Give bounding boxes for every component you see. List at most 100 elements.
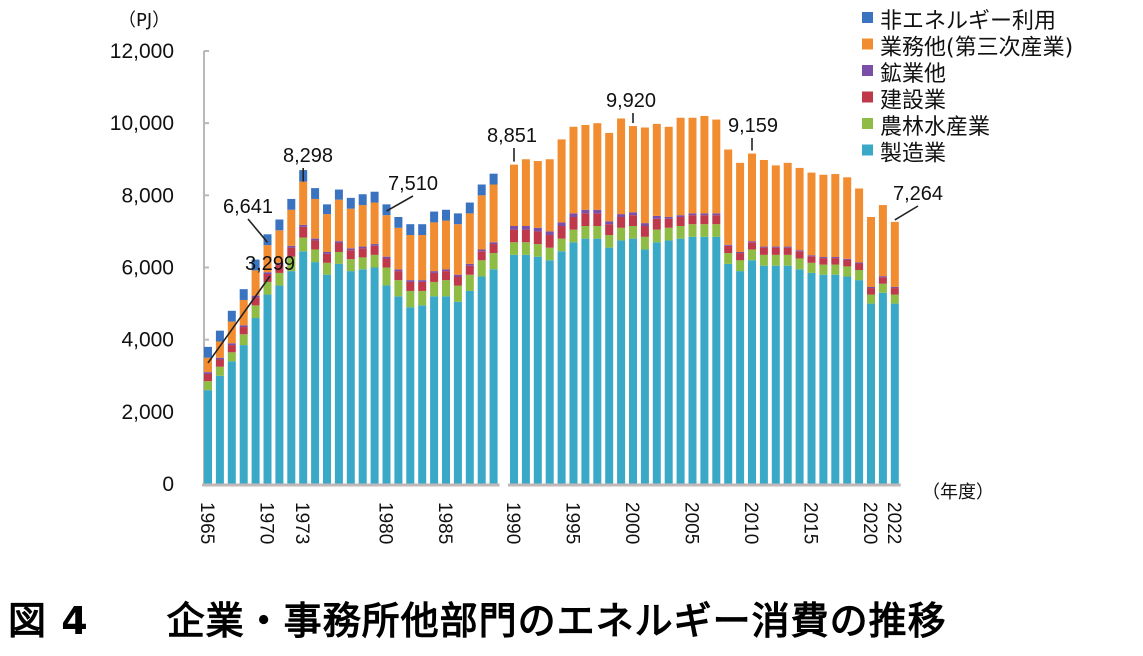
bar-segment <box>629 215 637 227</box>
bar-segment <box>533 161 542 228</box>
annotation-leader <box>247 218 269 243</box>
bar-stack-2019 <box>855 188 864 484</box>
bar-segment <box>465 274 474 291</box>
bar-stack-2000 <box>629 126 637 484</box>
bar-stack-2001 <box>640 127 649 484</box>
legend-label: 製造業 <box>880 142 946 167</box>
bar-segment <box>759 254 768 266</box>
bar-segment <box>406 307 415 484</box>
bar-segment <box>418 281 427 291</box>
bar-segment <box>204 390 212 484</box>
bar-segment <box>617 240 626 484</box>
data-label: 7,510 <box>388 173 438 195</box>
bar-segment <box>855 188 864 263</box>
legend-swatch <box>862 12 873 23</box>
bar-stack-2004 <box>676 117 685 484</box>
bar-segment <box>251 297 260 306</box>
annotation-1980: 7,510 <box>386 173 438 212</box>
bar-segment <box>394 269 403 272</box>
bar-segment <box>287 245 296 248</box>
bar-segment <box>795 269 804 484</box>
bar-segment <box>334 251 343 264</box>
bar-segment <box>465 265 474 275</box>
bar-segment <box>453 274 462 277</box>
bar-segment <box>878 292 887 484</box>
data-label: 8,298 <box>283 145 333 167</box>
bar-stack-1986 <box>453 213 462 484</box>
bar-segment <box>724 244 733 246</box>
bar-segment <box>545 260 554 484</box>
bar-segment <box>736 253 745 261</box>
bar-segment <box>275 262 284 265</box>
annotation-leader <box>207 275 271 364</box>
bar-segment <box>465 290 474 484</box>
bar-segment <box>442 280 450 297</box>
bar-segment <box>878 276 887 278</box>
annotation-leader <box>386 195 414 212</box>
bar-segment <box>465 263 474 266</box>
bar-segment <box>510 254 518 484</box>
bar-segment <box>489 184 498 243</box>
bar-stack-1987 <box>465 202 474 484</box>
bar-stack-1971 <box>275 219 284 484</box>
data-label: 9,920 <box>606 90 656 112</box>
bar-segment <box>358 194 367 206</box>
bar-segment <box>533 231 542 245</box>
bar-segment <box>855 263 864 271</box>
x-tick-label: 1980 <box>375 502 396 544</box>
bars <box>204 115 899 484</box>
bar-segment <box>855 280 864 484</box>
bar-segment <box>890 286 899 289</box>
bar-segment <box>652 229 661 243</box>
bar-segment <box>287 209 296 246</box>
bar-segment <box>477 184 486 196</box>
bar-segment <box>299 251 308 484</box>
bar-segment <box>370 267 379 484</box>
bar-segment <box>453 224 462 275</box>
bar-segment <box>239 327 248 335</box>
bar-segment <box>394 271 403 281</box>
bar-segment <box>299 226 308 238</box>
bar-segment <box>700 115 709 214</box>
bar-segment <box>334 242 343 252</box>
bar-stack-2014 <box>795 167 804 484</box>
annotation-2010: 9,159 <box>728 115 778 151</box>
bar-segment <box>275 264 284 273</box>
bar-segment <box>477 260 486 277</box>
y-tick-label: 10,000 <box>110 112 174 135</box>
bar-segment <box>358 246 367 249</box>
bar-segment <box>605 235 614 248</box>
bar-segment <box>382 267 391 286</box>
bar-segment <box>406 224 415 236</box>
bar-segment <box>263 234 272 246</box>
legend-item: 非エネルギー利用 <box>862 9 1056 34</box>
bar-segment <box>617 118 626 215</box>
x-tick-label: 2010 <box>740 502 761 544</box>
bar-segment <box>843 276 852 484</box>
bar-segment <box>557 226 566 239</box>
bar-segment <box>629 212 637 216</box>
bar-stack-2016 <box>819 174 828 484</box>
bar-segment <box>239 325 248 328</box>
bar-segment <box>664 216 673 219</box>
bar-stack-1989 <box>489 173 498 484</box>
bar-stack-1985 <box>442 209 450 484</box>
bar-segment <box>358 248 367 258</box>
bar-segment <box>581 213 590 227</box>
bar-segment <box>251 318 260 484</box>
bar-segment <box>263 273 272 282</box>
bar-segment <box>204 357 212 373</box>
bar-segment <box>700 236 709 484</box>
bar-segment <box>831 174 840 258</box>
x-tick-label: 2005 <box>681 502 702 544</box>
bar-stack-1981 <box>394 216 403 484</box>
bar-segment <box>640 226 649 237</box>
bar-segment <box>358 269 367 484</box>
x-tick-label: 1965 <box>196 502 217 544</box>
bar-segment <box>510 242 518 255</box>
bar-segment <box>569 216 578 230</box>
bar-segment <box>227 310 236 322</box>
bar-segment <box>287 271 296 484</box>
bar-segment <box>346 248 355 251</box>
bar-segment <box>605 132 614 222</box>
